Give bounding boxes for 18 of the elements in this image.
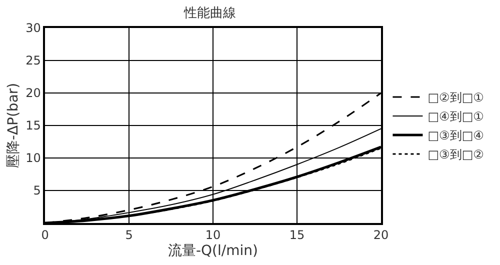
x-tick-label: 20 — [373, 228, 389, 242]
y-tick-label: 20 — [26, 86, 41, 100]
x-tick-label: 5 — [125, 228, 133, 242]
x-tick-label: 15 — [289, 228, 305, 242]
legend-label: □③到□② — [428, 148, 484, 162]
chart-title: 性能曲線 — [183, 6, 236, 22]
y-tick-label: 15 — [26, 118, 41, 133]
x-tick-label: 0 — [41, 228, 49, 242]
y-tick-label: 25 — [26, 54, 41, 68]
x-axis-title: 流量-Q(l/min) — [168, 242, 258, 259]
legend-label: □③到□④ — [428, 128, 484, 143]
y-tick-label: 10 — [26, 151, 41, 166]
y-tick-label: 30 — [26, 21, 41, 36]
legend-label: □④到□① — [428, 110, 484, 124]
legend-label: □②到□① — [428, 90, 484, 105]
y-tick-label: 5 — [33, 184, 41, 198]
y-axis-title: 壓降-ΔP(bar) — [6, 82, 22, 168]
x-tick-label: 10 — [205, 228, 221, 242]
